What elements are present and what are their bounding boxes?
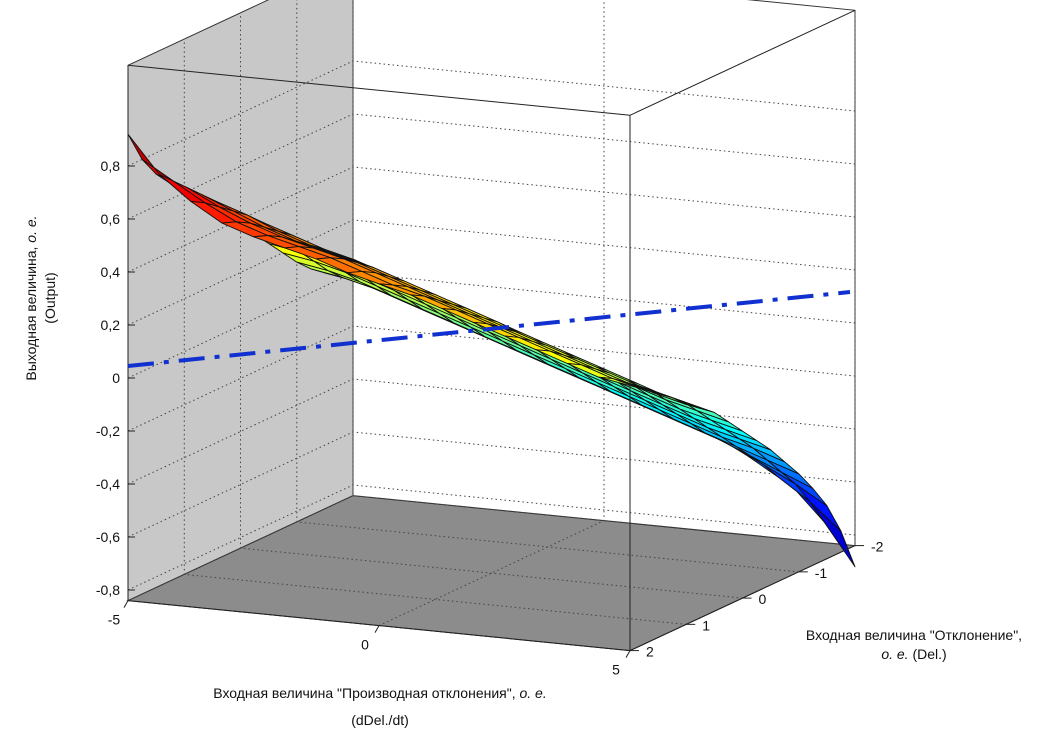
y-grid-line [352,0,856,547]
z-axis-label-line2: (Output) [42,272,58,324]
surface-patch [598,376,645,391]
y-axis-label-unit: о. е. [881,646,909,662]
x-tick-label: -5 [108,612,121,628]
z-axis-label: Выходная величина, о. е. (Output) [22,198,60,398]
y-axis-label: Входная величина "Отклонение", о. е. (De… [764,626,1064,664]
y-tick-label: -2 [871,539,884,555]
reference-dash-dot-line [127,290,851,368]
x-axis-label: Входная величина "Производная отклонения… [110,684,650,730]
surface-mesh [127,133,856,568]
x-axis-label-line1: Входная величина "Производная отклонения… [213,685,516,701]
x-tick-label: 5 [612,662,620,678]
z-tick-label: 0 [112,370,120,386]
z-tick-label: -0,4 [96,476,120,492]
y-grid-line [183,39,687,625]
z-tick-label: 0,2 [101,317,121,333]
y-tick-label: 1 [702,617,710,633]
box-edge [629,9,856,116]
z-grid-line [127,484,856,591]
z-tick-label: 0,8 [101,158,121,174]
z-tick-label: 0,6 [101,211,121,227]
y-axis-label-line2: (Del.) [912,646,947,662]
x-tick-mark [374,625,380,633]
y-tick-label: 2 [646,644,654,660]
z-tick-label: -0,6 [96,529,120,545]
y-tick-label: -1 [815,565,828,581]
x-axis-label-unit: о. е. [519,685,547,701]
z-grid-line [127,113,856,220]
z-grid-line [127,325,856,432]
tick-labels: 0,8 0,6 0,4 0,2 0 -0,2 -0,4 -0,6 -0,8 -5 0 5 -2 -1 0 1 2 [96,158,884,678]
box-edge [127,64,631,116]
x-axis-label-line2: (dDel./dt) [351,712,409,728]
x-tick-mark [625,650,631,658]
z-tick-label: -0,8 [96,582,120,598]
y-grid-line [240,12,743,599]
y-grid-line [296,0,799,573]
z-axis-label-line1: Выходная величина, [23,246,39,381]
z-grid-line [127,219,856,326]
x-tick-mark [123,600,129,608]
y-tick-label: 0 [759,591,767,607]
z-grid-line [127,60,856,167]
z-axis-label-unit: о. е. [23,215,39,243]
reference-line [127,290,851,368]
y-axis-label-line1: Входная величина "Отклонение", [805,627,1023,643]
z-tick-label: 0,4 [101,264,121,280]
z-tick-label: -0,2 [96,423,120,439]
x-tick-label: 0 [361,637,369,653]
